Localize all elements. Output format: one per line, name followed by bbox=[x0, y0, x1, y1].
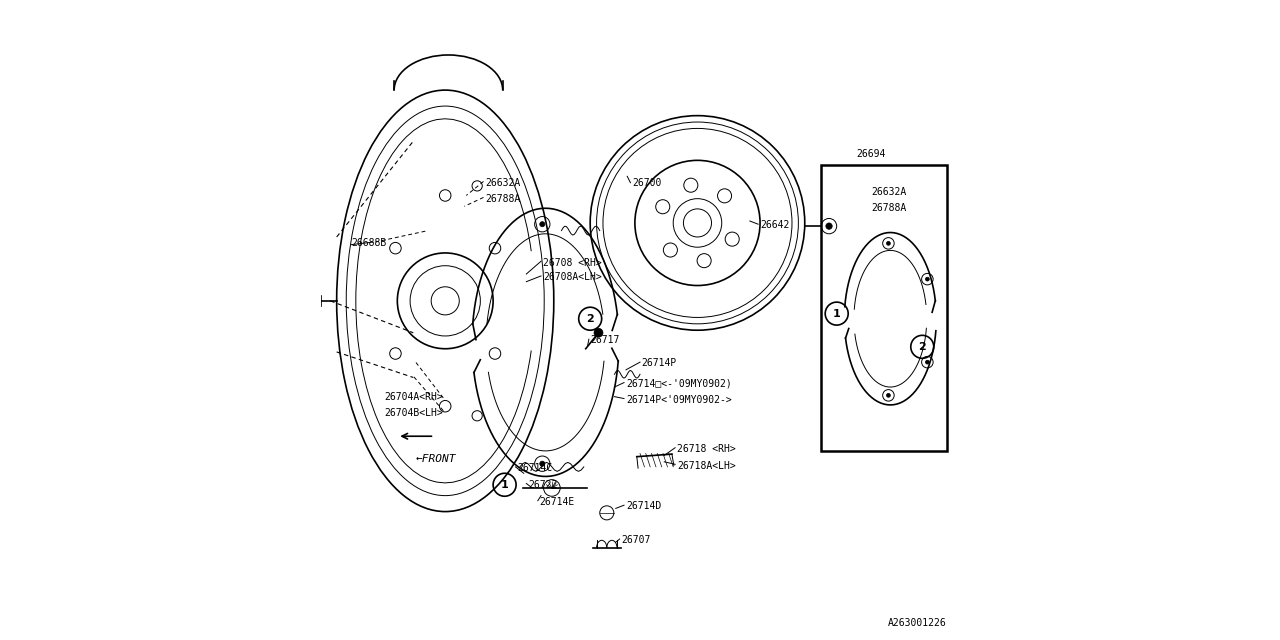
Text: 26714P: 26714P bbox=[641, 358, 677, 369]
Text: 26718 <RH>: 26718 <RH> bbox=[677, 444, 736, 454]
Circle shape bbox=[887, 241, 891, 245]
Text: 26704A<RH>: 26704A<RH> bbox=[384, 392, 443, 402]
Circle shape bbox=[826, 223, 832, 229]
Text: 26707: 26707 bbox=[621, 535, 650, 545]
Text: 26714E: 26714E bbox=[540, 497, 575, 507]
Text: 1: 1 bbox=[833, 308, 841, 319]
Text: 2: 2 bbox=[918, 342, 927, 352]
Text: 26708 <RH>: 26708 <RH> bbox=[543, 257, 602, 268]
Text: 26704B<LH>: 26704B<LH> bbox=[384, 408, 443, 417]
Text: 26714D: 26714D bbox=[626, 502, 662, 511]
Text: 26788A: 26788A bbox=[485, 194, 521, 204]
Text: 26642: 26642 bbox=[760, 221, 790, 230]
Text: 2: 2 bbox=[586, 314, 594, 324]
Circle shape bbox=[594, 328, 603, 337]
Circle shape bbox=[540, 221, 545, 227]
Bar bbox=[820, 165, 947, 451]
Text: 26714□<-'09MY0902): 26714□<-'09MY0902) bbox=[626, 379, 732, 389]
Circle shape bbox=[540, 461, 545, 467]
Text: 26688B: 26688B bbox=[351, 238, 387, 248]
Text: ←FRONT: ←FRONT bbox=[415, 454, 456, 464]
Text: 26714C: 26714C bbox=[517, 463, 553, 473]
Text: 1: 1 bbox=[500, 480, 508, 490]
Circle shape bbox=[925, 277, 929, 281]
Text: 26714P<'09MY0902->: 26714P<'09MY0902-> bbox=[626, 395, 732, 405]
Text: 26788A: 26788A bbox=[872, 204, 906, 213]
Text: 26632A: 26632A bbox=[872, 188, 906, 197]
Circle shape bbox=[887, 394, 891, 397]
Text: A263001226: A263001226 bbox=[888, 618, 946, 628]
Circle shape bbox=[925, 360, 929, 364]
Text: 26632A: 26632A bbox=[485, 178, 521, 188]
Text: 26700: 26700 bbox=[632, 178, 662, 188]
Text: 26708A<LH>: 26708A<LH> bbox=[543, 272, 602, 282]
Text: 26717: 26717 bbox=[590, 335, 620, 346]
Text: 26722: 26722 bbox=[529, 480, 558, 490]
Text: 26694: 26694 bbox=[856, 149, 886, 159]
Text: 26718A<LH>: 26718A<LH> bbox=[677, 461, 736, 470]
